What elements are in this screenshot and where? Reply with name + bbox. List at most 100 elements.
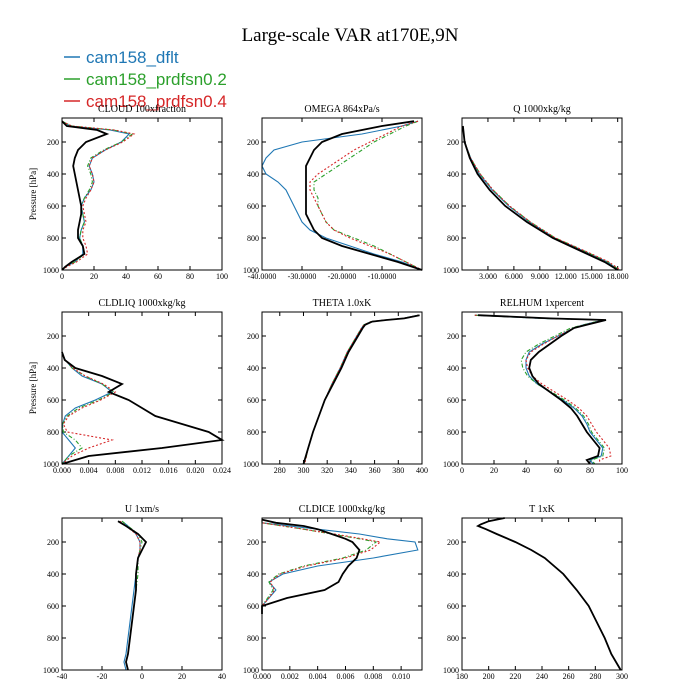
y-tick-label: 800 — [47, 634, 59, 643]
series-line-2 — [119, 520, 141, 671]
y-tick-label: 800 — [47, 234, 59, 243]
x-tick-label: 340 — [345, 466, 357, 475]
y-tick-label: 400 — [447, 170, 459, 179]
legend-label-1: cam158_prdfsn0.2 — [86, 70, 227, 89]
y-tick-label: 400 — [247, 570, 259, 579]
series-line-1 — [121, 520, 143, 671]
x-tick-label: 360 — [369, 466, 381, 475]
panel-title: U 1xm/s — [125, 504, 159, 515]
y-tick-label: 200 — [47, 538, 59, 547]
y-tick-label: 400 — [247, 364, 259, 373]
y-tick-label: 800 — [447, 234, 459, 243]
x-tick-label: -20 — [97, 672, 108, 681]
y-tick-label: 1000 — [243, 266, 259, 275]
reference-line — [477, 314, 607, 465]
panel-title: RELHUM 1xpercent — [500, 298, 584, 309]
x-tick-label: 240 — [536, 672, 548, 681]
x-tick-label: 0.004 — [309, 672, 327, 681]
plot-frame — [261, 117, 423, 271]
y-tick-label: 800 — [447, 428, 459, 437]
y-tick-label: 1000 — [443, 460, 459, 469]
y-tick-label: 400 — [47, 570, 59, 579]
series-line-0 — [261, 120, 423, 271]
x-tick-label: 0.002 — [281, 672, 299, 681]
y-axis-label: Pressure [hPa] — [28, 362, 38, 414]
panel-7: CLDICE 1000xkg/kg 0.000 0.002 0.004 0.006 0.0… — [243, 504, 423, 681]
panel-1: OMEGA 864xPa/s -40.0000 -30.0000 -20.0000 -1… — [243, 104, 423, 281]
x-tick-label: 0.008 — [364, 672, 382, 681]
plot-frame — [261, 517, 423, 671]
y-tick-label: 800 — [247, 634, 259, 643]
series-line-0 — [121, 520, 141, 671]
reference-line — [305, 120, 423, 271]
x-tick-label: 0.000 — [253, 672, 271, 681]
series-line-1 — [304, 314, 419, 465]
x-tick-label: 18.000 — [607, 272, 629, 281]
reference-line — [302, 314, 420, 465]
y-tick-label: 200 — [247, 538, 259, 547]
x-tick-label: 400 — [416, 466, 428, 475]
panel-5: RELHUM 1xpercent 0 20 40 60 80 100 200 400 600 800… — [443, 298, 628, 475]
legend-label-2: cam158_prdfsn0.4 — [86, 92, 227, 111]
x-tick-label: 12.000 — [555, 272, 577, 281]
reference-line — [61, 351, 225, 465]
x-tick-label: 80 — [586, 466, 594, 475]
x-tick-label: 0.010 — [392, 672, 410, 681]
series-line-0 — [462, 125, 619, 271]
x-tick-label: 320 — [321, 466, 333, 475]
x-tick-label: 20 — [90, 272, 98, 281]
series-line-2 — [61, 351, 117, 465]
series-line-2 — [304, 314, 419, 465]
series-line-0 — [476, 517, 622, 671]
y-tick-label: 200 — [447, 332, 459, 341]
series-line-1 — [61, 351, 116, 465]
series-line-1 — [462, 125, 620, 271]
x-tick-label: 20 — [178, 672, 186, 681]
series-line-1 — [476, 517, 622, 671]
panel-title: Q 1000xkg/kg — [513, 104, 571, 115]
x-tick-label: 200 — [483, 672, 495, 681]
y-tick-label: 600 — [247, 396, 259, 405]
x-tick-label: 0.004 — [80, 466, 98, 475]
panel-title: CLOUD 100xfraction — [98, 104, 186, 115]
y-axis-label: Pressure [hPa] — [28, 168, 38, 220]
x-tick-label: 0.008 — [106, 466, 124, 475]
series-line-2 — [476, 517, 622, 671]
plot-frame — [261, 311, 423, 465]
x-tick-label: 0 — [140, 672, 144, 681]
y-tick-label: 800 — [47, 428, 59, 437]
series-line-2 — [474, 314, 612, 464]
series-line-1 — [474, 314, 605, 465]
x-tick-label: 40 — [122, 272, 130, 281]
plot-frame — [61, 117, 223, 271]
x-tick-label: 60 — [154, 272, 162, 281]
x-tick-label: 0.020 — [186, 466, 204, 475]
y-tick-label: 400 — [47, 170, 59, 179]
x-tick-label: 100 — [216, 272, 228, 281]
x-tick-label: 20 — [490, 466, 498, 475]
panel-8: T 1xK 180 200 220 240 260 280 300 200 400 600 800 10… — [443, 504, 628, 681]
figure-title: Large-scale VAR at170E,9N — [242, 25, 459, 46]
series-line-0 — [61, 351, 114, 465]
y-tick-label: 600 — [47, 396, 59, 405]
panel-title: CLDLIQ 1000xkg/kg — [99, 298, 186, 309]
x-tick-label: 0.000 — [53, 466, 71, 475]
series-line-0 — [261, 519, 419, 614]
x-tick-label: 40 — [218, 672, 226, 681]
series-line-1 — [313, 120, 423, 271]
plot-frame — [461, 117, 623, 271]
x-tick-label: 280 — [274, 466, 286, 475]
y-tick-label: 200 — [247, 138, 259, 147]
x-tick-label: -40.0000 — [248, 272, 277, 281]
x-tick-label: -10.0000 — [368, 272, 397, 281]
y-tick-label: 400 — [47, 364, 59, 373]
y-tick-label: 1000 — [443, 266, 459, 275]
legend-label-0: cam158_dflt — [86, 48, 179, 67]
panel-grid: CLOUD 100xfraction Pressure [hPa] 0 20 40 60 8… — [28, 104, 629, 681]
y-tick-label: 400 — [447, 364, 459, 373]
series-line-1 — [61, 120, 134, 271]
plot-frame — [61, 517, 223, 671]
x-tick-label: 3.000 — [479, 272, 497, 281]
x-tick-label: 0.012 — [133, 466, 151, 475]
y-tick-label: 600 — [447, 396, 459, 405]
